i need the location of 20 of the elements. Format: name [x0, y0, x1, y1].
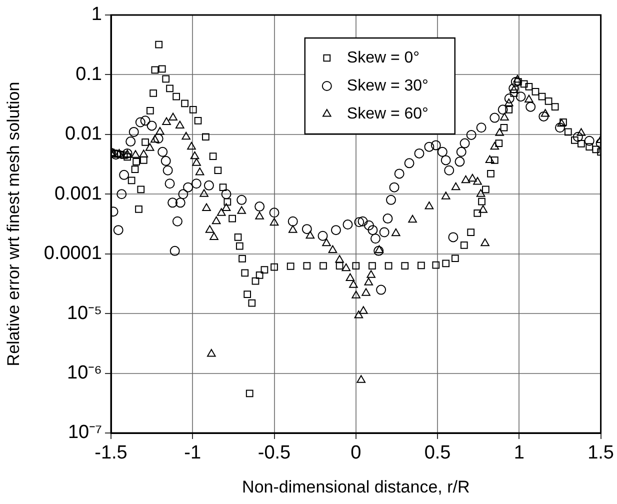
y-tick-label: 0.01 [65, 124, 102, 145]
legend-label: Skew = 0° [346, 49, 420, 66]
legend-label: Skew = 60° [346, 105, 428, 122]
y-tick-label: 10⁻⁶ [67, 362, 102, 384]
y-tick-label: 0.0001 [44, 243, 102, 264]
y-tick-label: 10⁻⁷ [68, 422, 102, 444]
x-tick-label: 1 [514, 442, 524, 464]
x-tick-label: -1.5 [94, 442, 128, 464]
y-tick-label: 10⁻⁵ [66, 302, 102, 324]
x-tick-label: -1 [184, 442, 202, 464]
y-tick-label: 0.1 [76, 64, 102, 85]
x-tick-label: 0.5 [424, 442, 451, 464]
y-axis-title: Relative error wrt finest mesh solution [4, 82, 23, 366]
x-tick-label: 0 [350, 442, 362, 464]
x-tick-label: -0.5 [258, 442, 291, 464]
x-axis-title: Non-dimensional distance, r/R [242, 477, 470, 496]
legend-label: Skew = 30° [346, 77, 428, 94]
y-tick-label: 1 [91, 4, 102, 26]
y-tick-label: 0.001 [54, 183, 102, 204]
x-tick-label: 1.5 [588, 442, 614, 464]
